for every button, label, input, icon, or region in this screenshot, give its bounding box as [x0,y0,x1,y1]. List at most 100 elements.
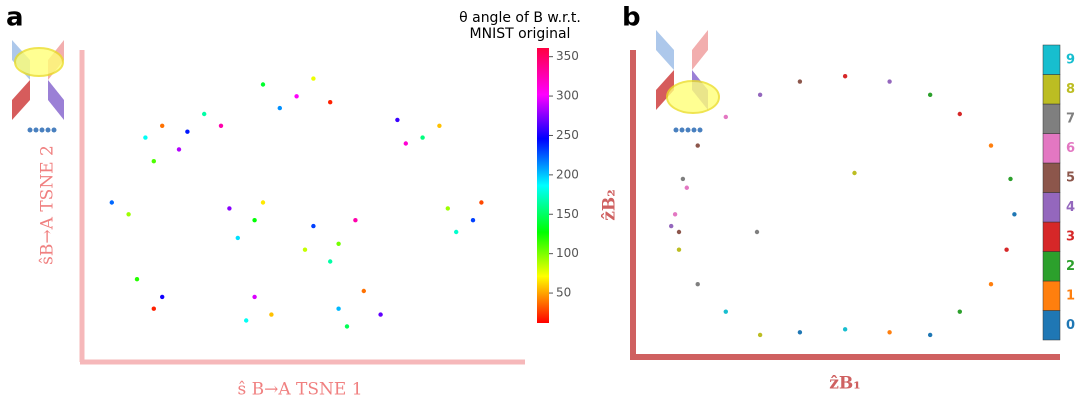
point [269,312,273,316]
point [236,236,240,240]
point [696,282,700,286]
point [378,312,382,316]
point [673,212,677,216]
point [887,79,891,83]
point [677,230,681,234]
colorbar-swatch [1043,104,1060,134]
colorbar-title: MNIST original [470,26,571,42]
colorbar-label: 7 [1066,111,1075,126]
point [261,82,265,86]
point [160,295,164,299]
colorbar-swatch [1043,311,1060,341]
point [1008,177,1012,181]
colorbar-label: 3 [1066,229,1075,244]
point [311,224,315,228]
point [328,100,332,104]
schematic-icon [656,30,719,133]
point [843,74,847,78]
point [887,330,891,334]
point [395,118,399,122]
colorbar-label: 9 [1066,52,1075,67]
point [724,115,728,119]
point [677,248,681,252]
x-axis-label: ẑB₁ [829,374,860,394]
point [303,248,307,252]
colorbar-swatch [1043,75,1060,105]
colorbar-label: 0 [1066,318,1075,333]
point [454,230,458,234]
colorbar-label: 2 [1066,259,1075,274]
point [252,218,256,222]
point [135,277,139,281]
point [160,124,164,128]
colorbar-swatch [1043,134,1060,164]
point [669,224,673,228]
point [958,309,962,313]
point [126,212,130,216]
point [479,200,483,204]
point [336,307,340,311]
colorbar-label: 4 [1066,200,1075,215]
point [278,106,282,110]
colorbar-tick-label: 200 [556,167,579,181]
point [202,112,206,116]
point [185,130,189,134]
point [362,289,366,293]
figure: a b ŝ B→A TSNE 1 ŝB→A TSNE 2 θ angle of … [0,0,1078,408]
point [758,93,762,97]
colorbar-tick-label: 250 [556,128,579,142]
point [437,124,441,128]
colorbar-tick-label: 350 [556,49,579,63]
point [446,206,450,210]
point [681,177,685,181]
point [724,309,728,313]
point [294,94,298,98]
colorbar-swatch [1043,45,1060,75]
point [219,124,223,128]
point [420,135,424,139]
colorbar-tick-label: 150 [556,207,579,221]
point [261,200,265,204]
panel-letter: a [6,3,24,33]
point [928,333,932,337]
point [989,143,993,147]
point [798,330,802,334]
colorbar-tick-label: 100 [556,246,579,260]
point [143,135,147,139]
point [177,147,181,151]
colorbar-title: θ angle of B w.r.t. [459,10,581,26]
point [152,159,156,163]
point [843,327,847,331]
colorbar-tick-label: 300 [556,89,579,103]
colorbar-tick-label: 50 [556,286,571,300]
colorbar-swatch [1043,193,1060,223]
y-axis-label: ẑB₂ [600,189,620,220]
point [328,259,332,263]
colorbar-swatch [1043,252,1060,282]
point [252,295,256,299]
point [353,218,357,222]
point [928,93,932,97]
point [345,324,349,328]
y-axis-label: ŝB→A TSNE 2 [38,145,58,265]
colorbar-label: 1 [1066,288,1075,303]
colorbar [537,48,549,323]
point [227,206,231,210]
point [852,171,856,175]
point [152,307,156,311]
point [244,318,248,322]
colorbar-swatch [1043,281,1060,311]
point [989,282,993,286]
point [685,186,689,190]
point [311,76,315,80]
schematic-icon [12,40,64,133]
point [336,242,340,246]
point [958,112,962,116]
colorbar-label: 6 [1066,141,1075,156]
point [798,79,802,83]
point [758,333,762,337]
point [1012,212,1016,216]
point [110,200,114,204]
x-axis-label: ŝ B→A TSNE 1 [237,380,362,400]
point [755,230,759,234]
